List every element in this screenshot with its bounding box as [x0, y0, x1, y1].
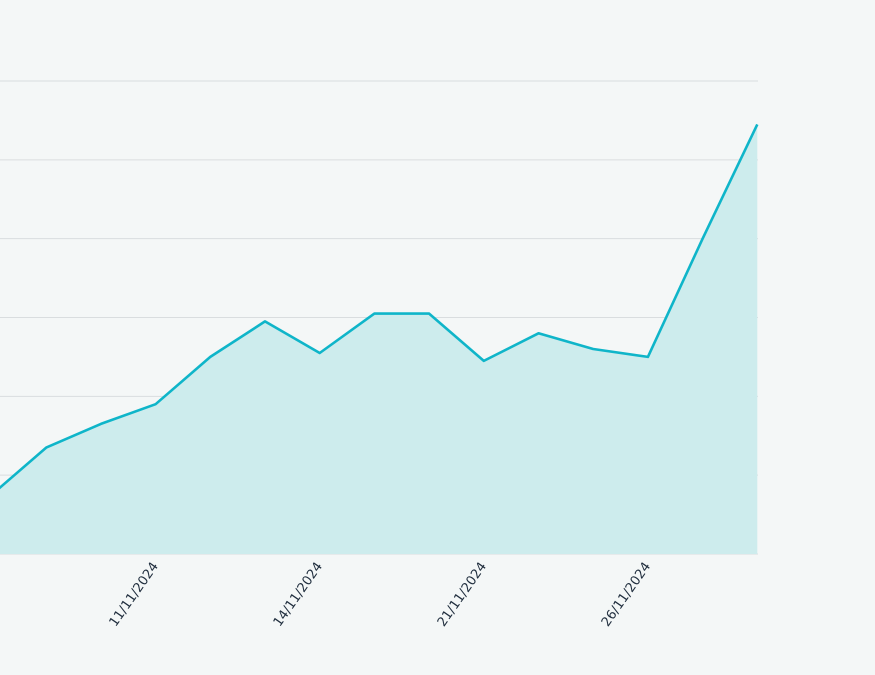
x-tick-label: 14/11/2024: [271, 560, 326, 630]
x-tick-label: 11/11/2024: [107, 560, 162, 630]
x-tick-label: 26/11/2024: [599, 560, 654, 630]
x-axis-tick-labels: 11/11/2024 14/11/2024 21/11/2024 26/11/2024: [107, 560, 655, 630]
series-line: [0, 123, 759, 490]
x-tick-label: 21/11/2024: [435, 560, 490, 630]
series-area: [0, 124, 758, 554]
